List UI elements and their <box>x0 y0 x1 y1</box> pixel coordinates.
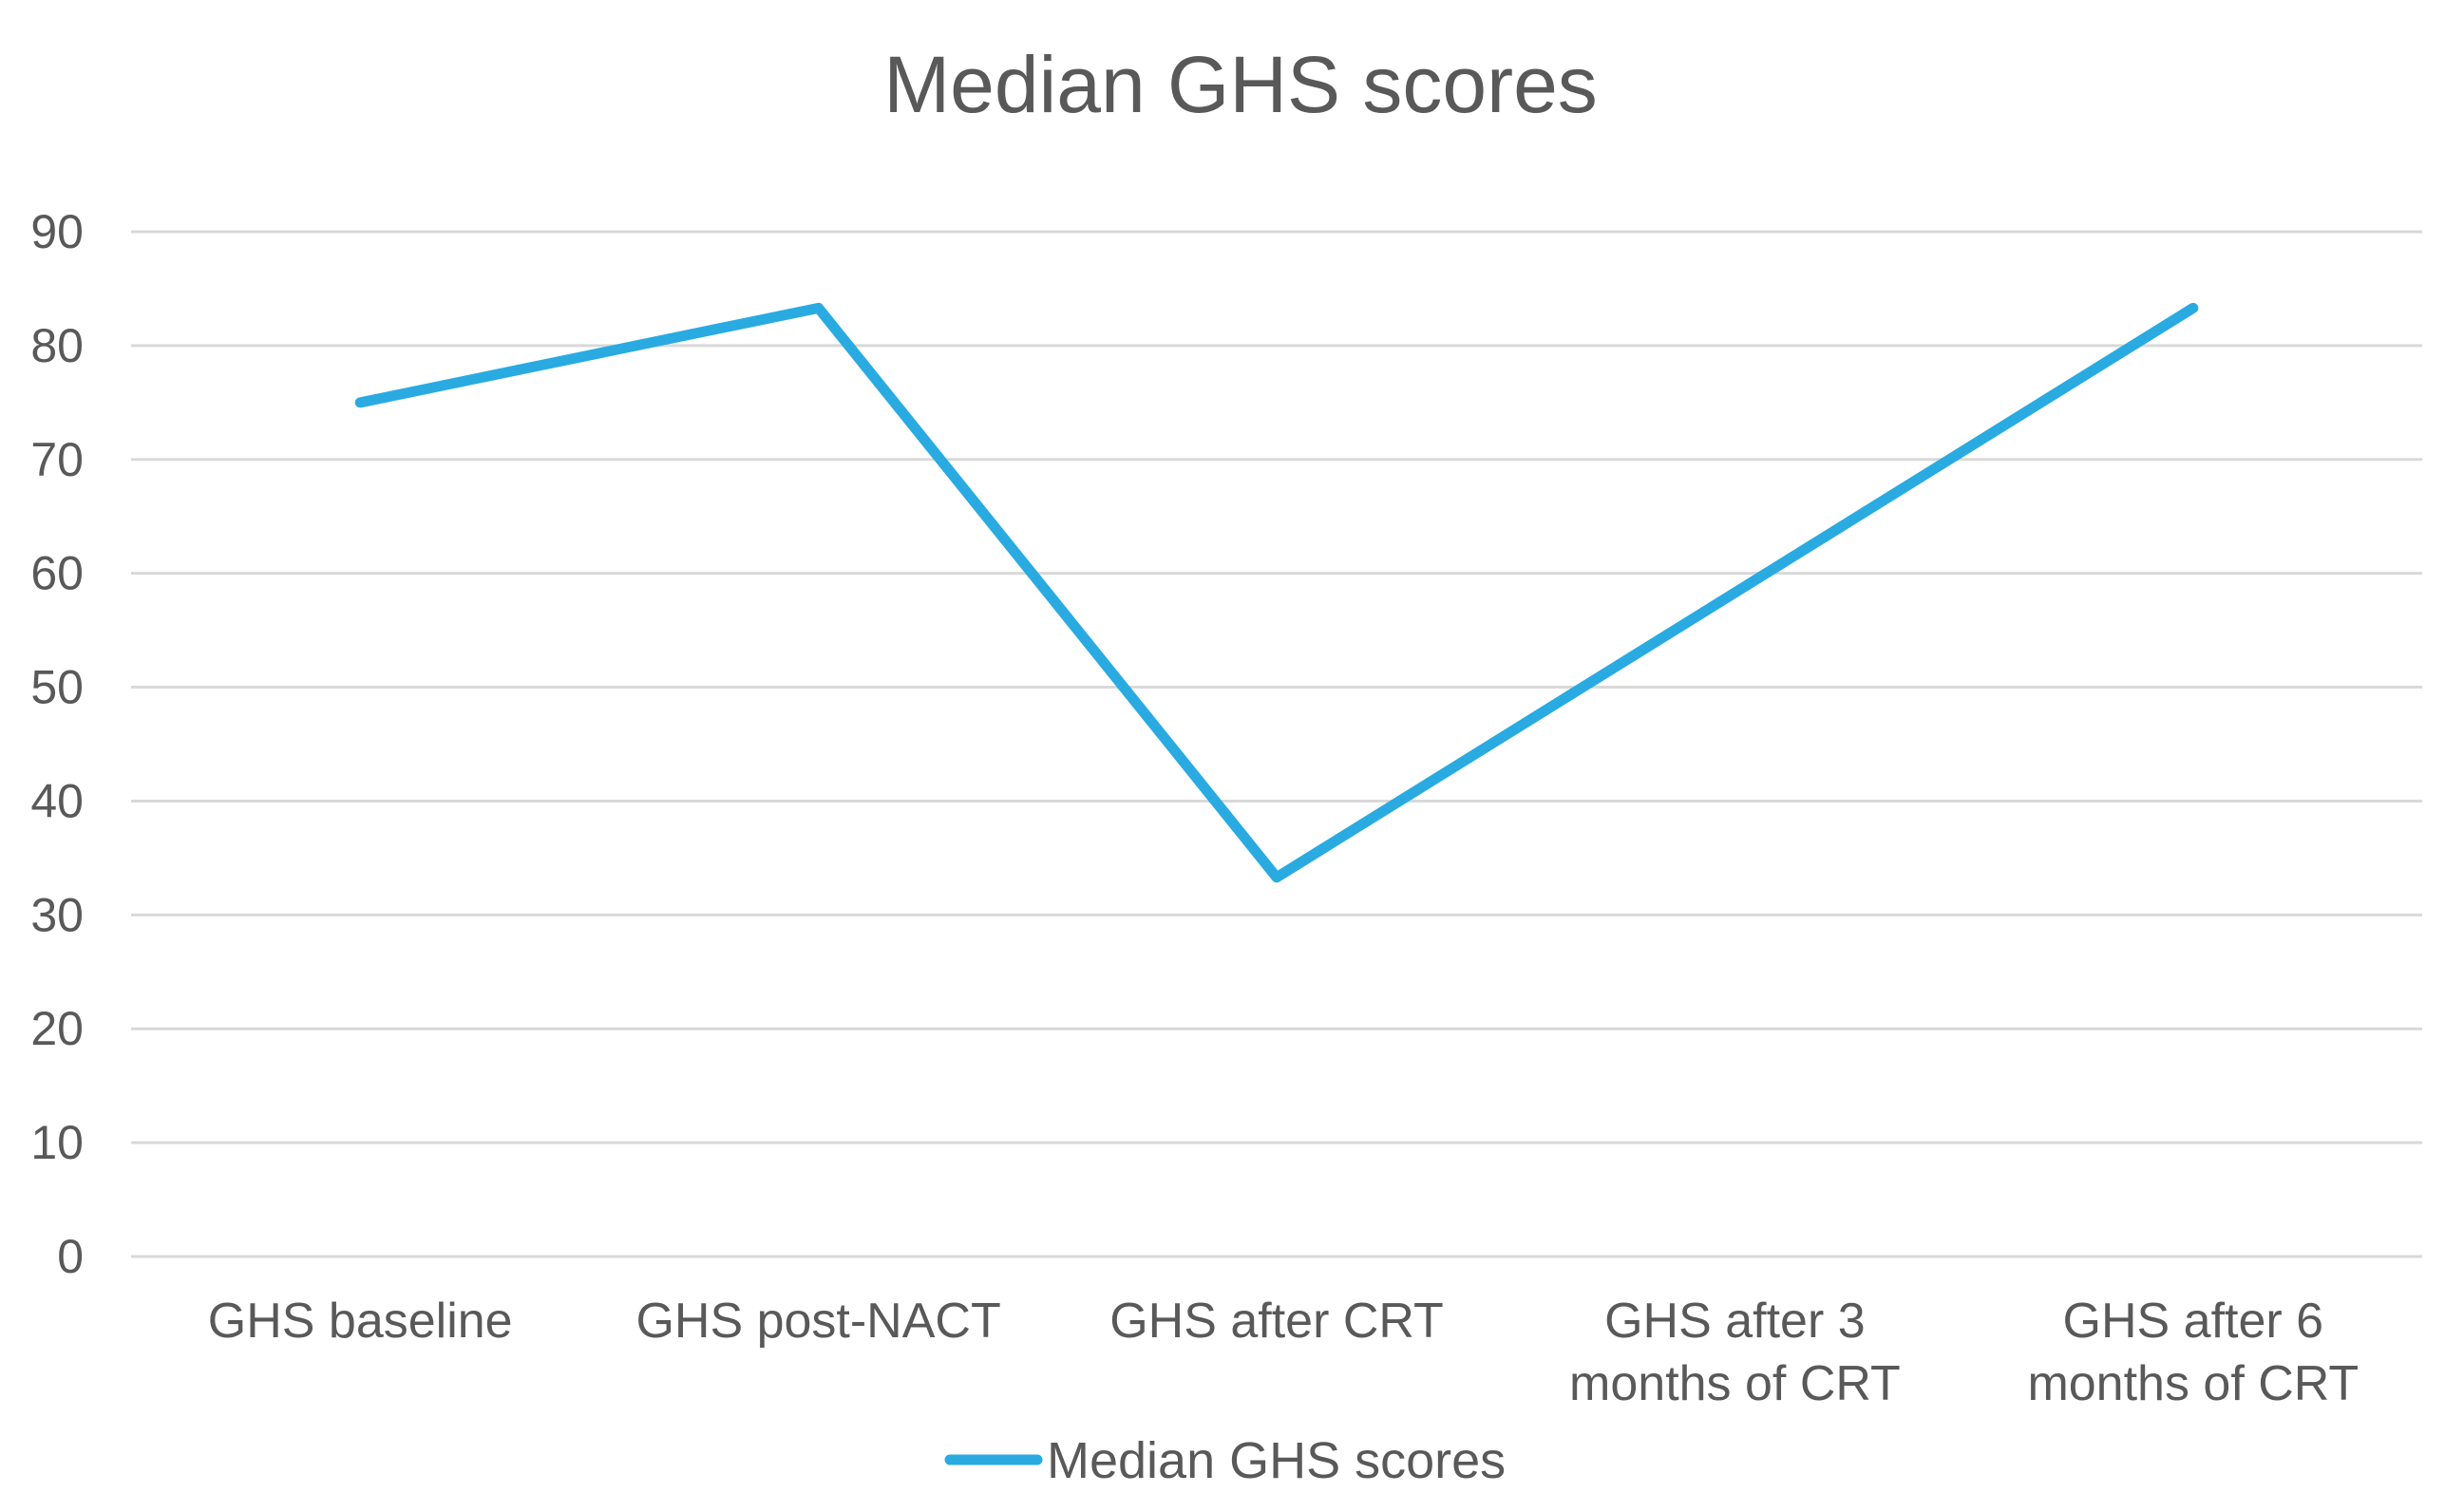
y-tick-label: 60 <box>30 547 84 600</box>
chart-title: Median GHS scores <box>883 40 1598 129</box>
y-tick-label: 40 <box>30 774 84 827</box>
x-category-label-line: GHS after 6 <box>2063 1294 2324 1349</box>
legend-label: Median GHS scores <box>1047 1432 1506 1489</box>
x-category-label-line: GHS baseline <box>208 1294 513 1349</box>
series-lines <box>354 302 2199 883</box>
y-tick-label: 50 <box>30 661 84 714</box>
x-category-label-line: months of CRT <box>1569 1356 1901 1411</box>
x-category-label-line: GHS after 3 <box>1604 1294 1866 1349</box>
y-tick-label: 70 <box>30 433 84 486</box>
x-category-label: GHS after 6 months of CRT <box>2027 1294 2359 1411</box>
y-tick-label: 10 <box>30 1116 84 1169</box>
y-tick-label: 80 <box>30 319 84 372</box>
y-tick-label: 90 <box>30 205 84 258</box>
y-tick-label: 0 <box>57 1230 84 1283</box>
x-axis-category-labels: GHS baseline GHS post-NACT GHS after CRT GH… <box>208 1294 2359 1411</box>
legend: Median GHS scores <box>944 1432 1506 1489</box>
gridlines <box>131 230 2422 1258</box>
series-line-median-ghs <box>354 302 2199 883</box>
x-category-label-line: months of CRT <box>2027 1356 2359 1411</box>
x-category-label: GHS baseline <box>208 1294 513 1349</box>
x-category-label: GHS post-NACT <box>635 1294 1000 1349</box>
x-category-label-line: GHS post-NACT <box>635 1294 1000 1349</box>
y-tick-label: 30 <box>30 888 84 941</box>
x-category-label: GHS after CRT <box>1109 1294 1444 1349</box>
x-category-label-line: GHS after CRT <box>1109 1294 1444 1349</box>
x-category-label: GHS after 3 months of CRT <box>1569 1294 1901 1411</box>
y-tick-label: 20 <box>30 1002 84 1055</box>
y-axis-tick-labels: 0 10 20 30 40 50 60 70 80 90 <box>30 205 84 1283</box>
